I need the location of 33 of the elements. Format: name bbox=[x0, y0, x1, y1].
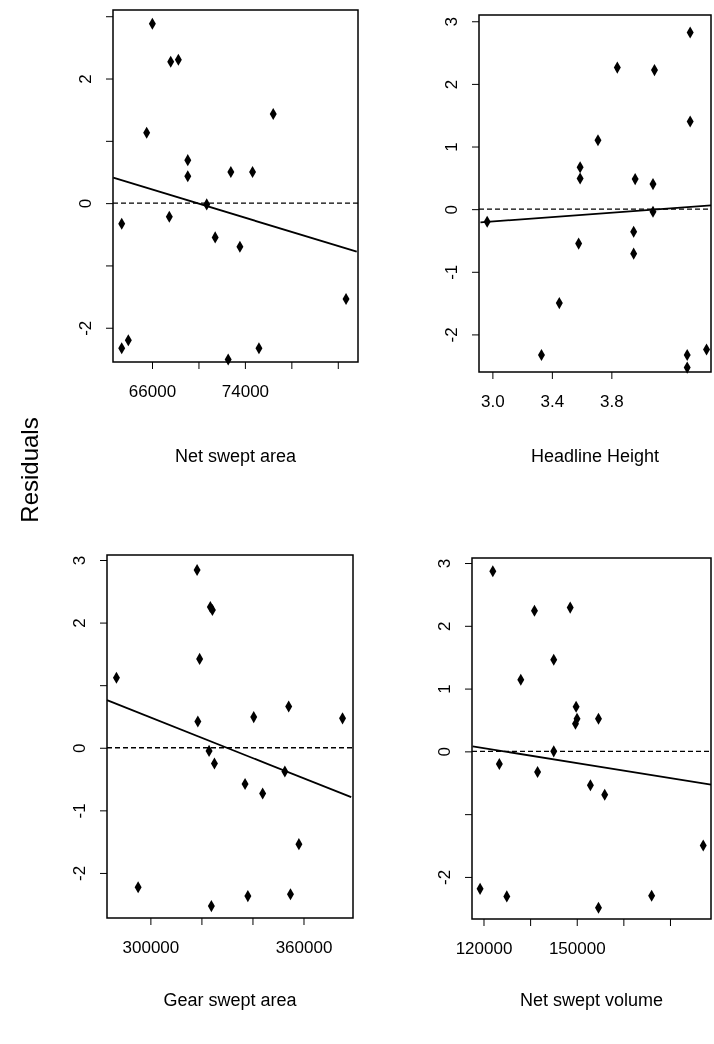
y-tick-label: 1 bbox=[442, 142, 462, 152]
x-tick-label: 120000 bbox=[455, 939, 513, 959]
y-tick-label: -2 bbox=[435, 869, 455, 885]
y-tick-label: 1 bbox=[435, 684, 455, 694]
y-tick-label: 3 bbox=[70, 555, 90, 566]
x-tick-label: 3.0 bbox=[481, 392, 505, 412]
y-tick-label: 2 bbox=[442, 79, 462, 90]
y-tick-label: 0 bbox=[442, 204, 462, 215]
x-tick-label: 360000 bbox=[275, 938, 333, 958]
y-tick-label: 3 bbox=[442, 17, 462, 27]
y-tick-label: 2 bbox=[70, 618, 90, 628]
y-tick-label: 2 bbox=[76, 74, 96, 84]
y-tick-label: -2 bbox=[442, 327, 462, 343]
x-tick-label: 74000 bbox=[221, 382, 270, 402]
x-tick-label: 300000 bbox=[122, 938, 180, 958]
x-axis-title: Net swept volume bbox=[519, 990, 664, 1010]
y-tick-label: -2 bbox=[70, 865, 90, 881]
x-axis-title: Net swept area bbox=[174, 446, 298, 466]
y-tick-label: -2 bbox=[76, 320, 96, 336]
y-tick-label: 0 bbox=[70, 743, 90, 753]
y-tick-label: -1 bbox=[70, 803, 90, 819]
x-tick-label: 66000 bbox=[128, 382, 177, 402]
y-axis-title: Residuals bbox=[16, 417, 43, 523]
y-tick-label: 0 bbox=[76, 198, 96, 209]
y-tick-label: 2 bbox=[435, 621, 455, 632]
y-tick-label: -1 bbox=[442, 264, 462, 280]
y-tick-label: 0 bbox=[435, 747, 455, 757]
x-axis-title: Gear swept area bbox=[163, 990, 298, 1010]
x-axis-title: Headline Height bbox=[530, 446, 660, 466]
x-tick-label: 3.8 bbox=[600, 392, 624, 412]
y-tick-label: 3 bbox=[435, 558, 455, 569]
x-tick-label: 3.4 bbox=[540, 392, 565, 412]
x-tick-label: 150000 bbox=[548, 939, 606, 959]
